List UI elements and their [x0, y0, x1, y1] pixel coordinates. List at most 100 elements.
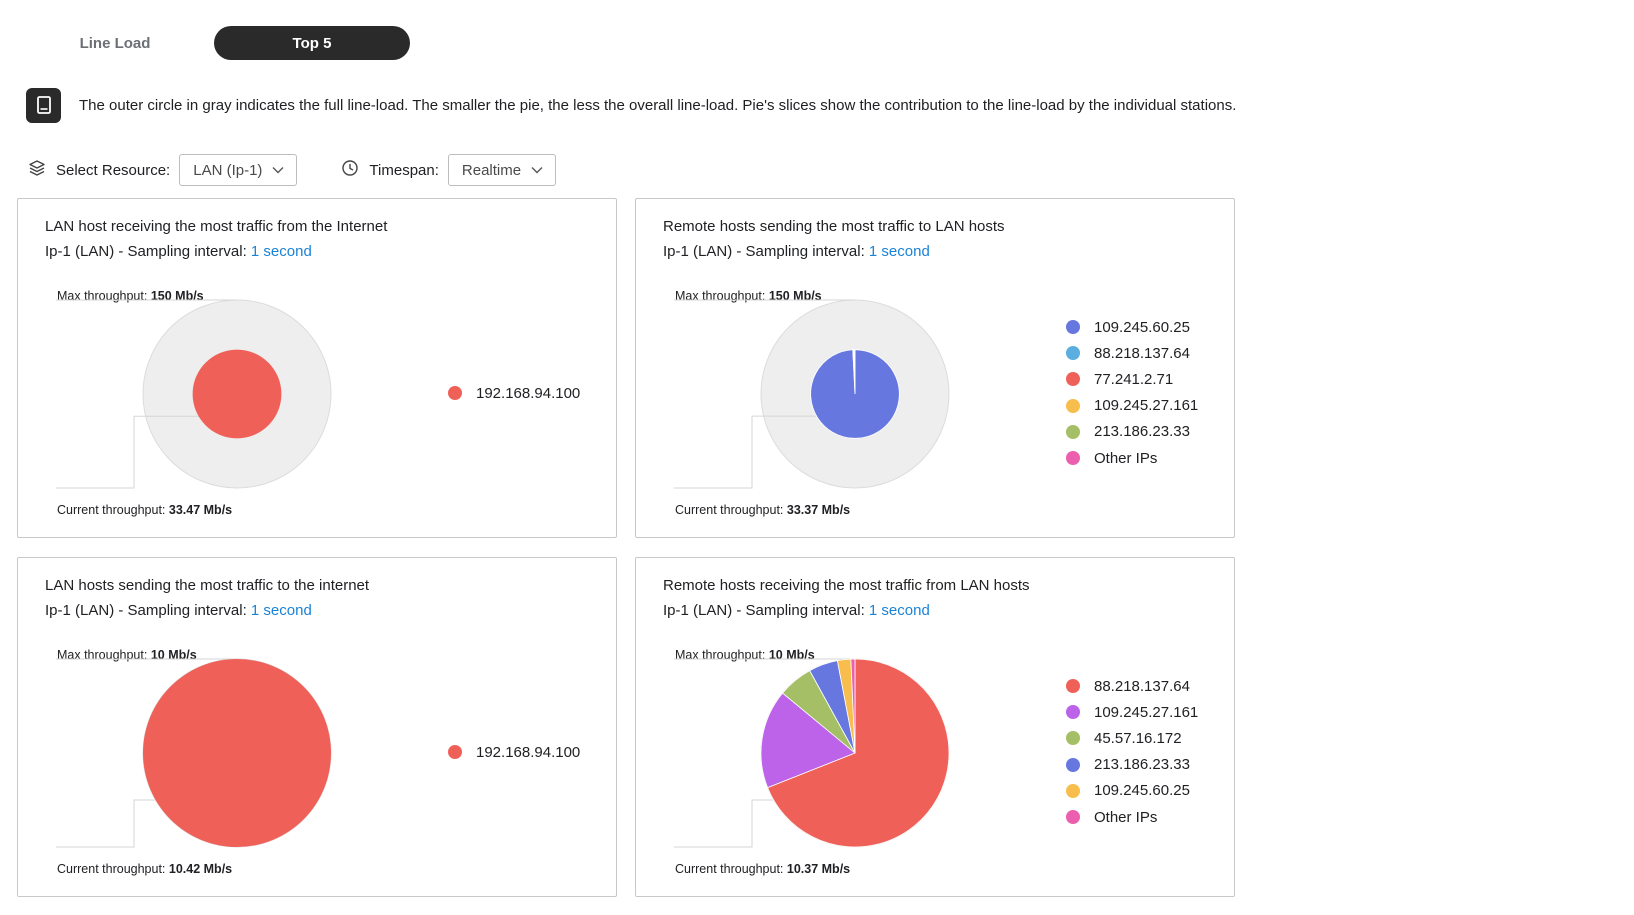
chevron-down-icon	[531, 167, 543, 174]
chart-legend: 109.245.60.25 88.218.137.64 77.241.2.71 109…	[1066, 314, 1198, 471]
legend-item[interactable]: 109.245.60.25	[1066, 314, 1198, 340]
current-throughput-label: Current throughput: 33.47 Mb/s	[57, 503, 232, 517]
timespan-label: Timespan:	[369, 161, 439, 179]
resource-label: Select Resource:	[56, 161, 171, 179]
current-throughput-label: Current throughput: 33.37 Mb/s	[675, 503, 850, 517]
legend-label: 77.241.2.71	[1094, 370, 1174, 388]
legend-item[interactable]: 109.245.60.25	[1066, 778, 1198, 804]
interval-link[interactable]: 1 second	[250, 602, 312, 619]
interval-link[interactable]: 1 second	[868, 602, 930, 619]
legend-item[interactable]: 213.186.23.33	[1066, 419, 1198, 445]
interval-link[interactable]: 1 second	[868, 243, 930, 260]
legend-item[interactable]: 88.218.137.64	[1066, 340, 1198, 366]
pie-slice[interactable]	[143, 659, 331, 847]
card-lan-host-receiving: LAN host receiving the most traffic from…	[17, 198, 617, 538]
legend-label: 213.186.23.33	[1094, 423, 1190, 441]
card-subtitle: Ip-1 (LAN) - Sampling interval: 1 second	[45, 602, 312, 619]
subtitle-prefix: Ip-1 (LAN) - Sampling interval:	[663, 602, 865, 619]
card-subtitle: Ip-1 (LAN) - Sampling interval: 1 second	[663, 602, 930, 619]
card-title: Remote hosts sending the most traffic to…	[663, 218, 1005, 235]
legend-label: 192.168.94.100	[476, 743, 581, 761]
chart-legend: 192.168.94.100	[448, 739, 580, 765]
legend-dot	[1066, 398, 1080, 413]
legend-dot	[1066, 679, 1080, 694]
legend-dot	[1066, 783, 1080, 798]
current-throughput-label: Current throughput: 10.37 Mb/s	[675, 862, 850, 876]
layers-icon	[28, 159, 46, 182]
legend-label: 109.245.60.25	[1094, 782, 1190, 800]
card-title: Remote hosts receiving the most traffic …	[663, 577, 1030, 594]
legend-label: 88.218.137.64	[1094, 344, 1190, 362]
current-label-text: Current throughput:	[675, 862, 784, 876]
current-leader-line	[56, 415, 224, 489]
legend-label: 109.245.60.25	[1094, 318, 1190, 336]
legend-dot	[1066, 372, 1080, 387]
legend-label: 88.218.137.64	[1094, 677, 1190, 695]
legend-item[interactable]: 213.186.23.33	[1066, 752, 1198, 778]
pie-chart	[56, 658, 332, 848]
leader-lines	[674, 299, 855, 489]
pie-slice[interactable]	[850, 658, 856, 754]
chart-legend: 88.218.137.64 109.245.27.161 45.57.16.172 2…	[1066, 673, 1198, 830]
tab-top-5[interactable]: Top 5	[214, 26, 410, 60]
legend-dot	[1066, 810, 1080, 825]
timespan-select[interactable]: Realtime	[447, 154, 557, 186]
card-subtitle: Ip-1 (LAN) - Sampling interval: 1 second	[45, 243, 312, 260]
legend-dot	[1066, 705, 1080, 720]
card-lan-hosts-sending: LAN hosts sending the most traffic to th…	[17, 557, 617, 897]
legend-item[interactable]: 109.245.27.161	[1066, 393, 1198, 419]
legend-label: Other IPs	[1094, 449, 1158, 467]
legend-item[interactable]: 77.241.2.71	[1066, 366, 1198, 392]
legend-dot	[1066, 731, 1080, 746]
legend-dot	[448, 386, 462, 401]
legend-item[interactable]: 45.57.16.172	[1066, 725, 1198, 751]
card-remote-hosts-sending: Remote hosts sending the most traffic to…	[635, 198, 1235, 538]
leader-lines	[56, 299, 237, 489]
chevron-down-icon	[272, 167, 284, 174]
book-icon	[26, 87, 61, 123]
legend-item[interactable]: Other IPs	[1066, 804, 1198, 830]
info-banner: The outer circle in gray indicates the f…	[26, 87, 1236, 123]
legend-dot	[1066, 451, 1080, 466]
legend-dot	[1066, 757, 1080, 772]
pie-slice[interactable]	[192, 349, 282, 439]
tab-line-load[interactable]: Line Load	[79, 34, 151, 52]
legend-label: 45.57.16.172	[1094, 729, 1182, 747]
clock-icon	[341, 159, 359, 182]
legend-dot	[1066, 424, 1080, 439]
card-title: LAN host receiving the most traffic from…	[45, 218, 388, 235]
subtitle-prefix: Ip-1 (LAN) - Sampling interval:	[663, 243, 865, 260]
pie-slice[interactable]	[767, 658, 950, 848]
legend-label: 109.245.27.161	[1094, 397, 1199, 415]
current-label-text: Current throughput:	[675, 503, 784, 517]
current-throughput-value: 33.37 Mb/s	[786, 503, 851, 517]
current-throughput-value: 10.42 Mb/s	[168, 862, 233, 876]
filter-bar: Select Resource: LAN (Ip-1) Timespan: Re…	[28, 154, 557, 186]
legend-item[interactable]: 109.245.27.161	[1066, 699, 1198, 725]
chart-legend: 192.168.94.100	[448, 380, 580, 406]
legend-dot	[1066, 346, 1080, 361]
legend-item[interactable]: 192.168.94.100	[448, 380, 580, 406]
legend-label: Other IPs	[1094, 808, 1158, 826]
current-throughput-value: 33.47 Mb/s	[168, 503, 233, 517]
card-subtitle: Ip-1 (LAN) - Sampling interval: 1 second	[663, 243, 930, 260]
card-remote-hosts-receiving: Remote hosts receiving the most traffic …	[635, 557, 1235, 897]
legend-dot	[1066, 320, 1080, 335]
subtitle-prefix: Ip-1 (LAN) - Sampling interval:	[45, 602, 247, 619]
current-leader-line	[674, 415, 842, 489]
current-label-text: Current throughput:	[57, 503, 166, 517]
current-label-text: Current throughput:	[57, 862, 166, 876]
legend-item[interactable]: 88.218.137.64	[1066, 673, 1198, 699]
pie-chart	[674, 658, 950, 848]
pie-slice[interactable]	[760, 692, 856, 789]
resource-select[interactable]: LAN (Ip-1)	[179, 154, 298, 186]
legend-item[interactable]: 192.168.94.100	[448, 739, 580, 765]
pie-chart	[674, 299, 950, 489]
legend-label: 192.168.94.100	[476, 384, 581, 402]
legend-item[interactable]: Other IPs	[1066, 445, 1198, 471]
current-throughput-value: 10.37 Mb/s	[786, 862, 851, 876]
interval-link[interactable]: 1 second	[250, 243, 312, 260]
info-text: The outer circle in gray indicates the f…	[79, 96, 1237, 114]
pie-chart	[56, 299, 332, 489]
legend-label: 213.186.23.33	[1094, 756, 1190, 774]
